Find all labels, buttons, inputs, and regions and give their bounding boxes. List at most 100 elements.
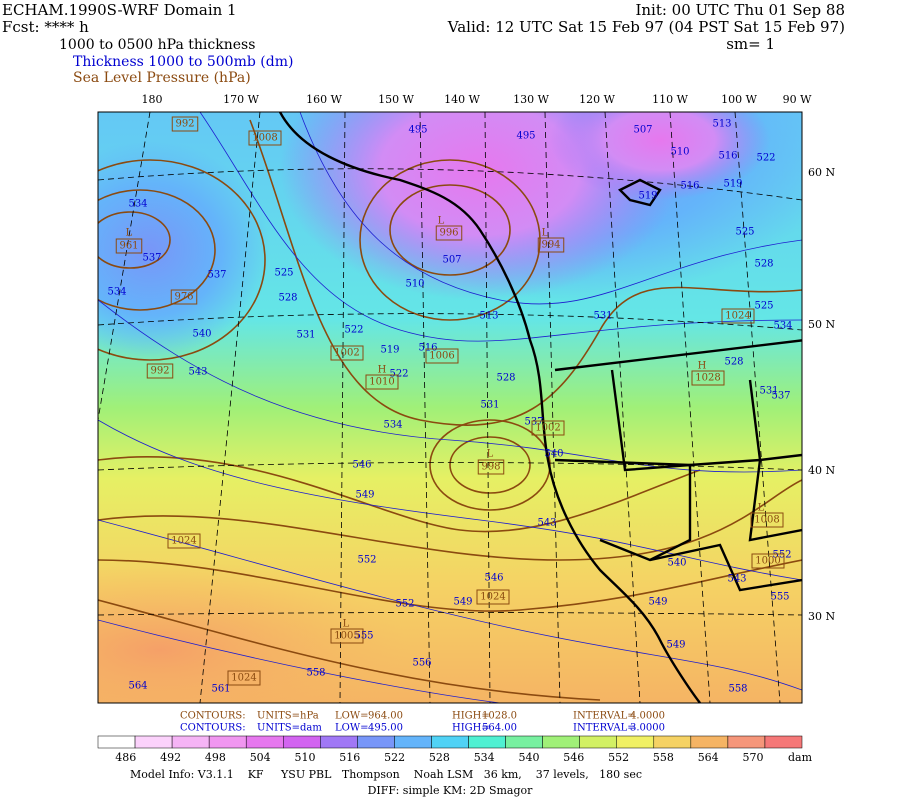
pressure-label: 998	[481, 462, 500, 473]
colorbar-swatch	[134, 735, 173, 749]
pressure-label-box	[425, 348, 459, 364]
pressure-label-box	[750, 512, 784, 528]
colorbar-label: 486	[115, 751, 136, 764]
latitude-label: 50 N	[808, 318, 835, 331]
thickness-label: 531	[593, 311, 612, 322]
thickness-label: 531	[480, 400, 499, 411]
colorbar-swatch	[616, 735, 655, 749]
thickness-label: 534	[773, 321, 792, 332]
thickness-label: 537	[771, 391, 790, 402]
thickness-label: 510	[405, 279, 424, 290]
pressure-label-box	[330, 345, 364, 361]
contour-info: CONTOURS:	[180, 723, 246, 734]
thickness-label: 549	[648, 597, 667, 608]
thickness-label: 540	[192, 329, 211, 340]
pressure-center: H	[378, 365, 387, 376]
contour-info: 1028.0	[482, 711, 517, 722]
thickness-legend: Thickness 1000 to 500mb (dm)	[73, 54, 293, 70]
thickness-label: 546	[352, 460, 371, 471]
thickness-label: 528	[754, 259, 773, 270]
colorbar-label: 570	[742, 751, 763, 764]
colorbar-swatch	[208, 735, 247, 749]
longitude-label: 120 W	[579, 93, 615, 106]
colorbar-swatch	[283, 735, 321, 749]
contour-info: 564.00	[482, 723, 517, 734]
colorbar-swatch	[542, 735, 580, 749]
latitude-label: 30 N	[808, 610, 835, 623]
latitude-label: 40 N	[808, 464, 835, 477]
forecast: Fcst: **** h	[2, 18, 89, 36]
thickness-label: 528	[724, 357, 743, 368]
pressure-label: 1006	[429, 351, 454, 362]
pressure-center: H	[698, 361, 707, 372]
longitude-label: 170 W	[223, 93, 259, 106]
thickness-label: 543	[727, 574, 746, 585]
pressure-label-box	[477, 459, 505, 475]
pressure-label: 1008	[754, 515, 779, 526]
pressure-label-box	[476, 589, 510, 605]
thickness-label: 513	[479, 311, 498, 322]
pressure-label: 1008	[252, 133, 277, 144]
contour-info: INTERVAL=	[573, 723, 636, 734]
thickness-label: 540	[544, 449, 563, 460]
contour-info: 3.0000	[630, 723, 665, 734]
pressure-center: L	[758, 503, 765, 514]
colorbar-swatch	[764, 735, 803, 749]
pressure-legend: Sea Level Pressure (hPa)	[73, 70, 251, 86]
pressure-label-box	[330, 628, 364, 644]
thickness-label: 552	[357, 555, 376, 566]
longitude-label: 160 W	[306, 93, 342, 106]
colorbar-swatch	[505, 735, 543, 749]
thickness-label: 564	[128, 681, 147, 692]
pressure-label-box	[537, 237, 565, 253]
pressure-label-box	[691, 370, 725, 386]
contour-info: UNITS=hPa	[257, 711, 319, 722]
thickness-label: 537	[207, 270, 226, 281]
thickness-label: 522	[389, 369, 408, 380]
pressure-label: 992	[175, 119, 194, 130]
thickness-label: 552	[772, 550, 791, 561]
longitude-label: 180	[142, 93, 163, 106]
latitude-label: 60 N	[808, 166, 835, 179]
thickness-label: 519	[638, 191, 657, 202]
longitude-label: 100 W	[721, 93, 757, 106]
colorbar-label: 552	[608, 751, 629, 764]
colorbar-unit: dam	[788, 751, 813, 764]
colorbar-label: 504	[250, 751, 271, 764]
pressure-label: 1005	[334, 631, 359, 642]
thickness-label: 531	[296, 330, 315, 341]
thickness-label: 522	[344, 325, 363, 336]
contour-info: UNITS=dam	[257, 723, 322, 734]
thickness-label: 525	[754, 301, 773, 312]
pressure-label-box	[115, 238, 143, 254]
pressure-label: 1002	[334, 348, 359, 359]
thickness-contours	[98, 112, 802, 703]
colorbar-swatch	[171, 735, 210, 749]
pressure-label: 1024	[231, 673, 256, 684]
colorbar-swatch	[653, 735, 692, 749]
thickness-label: 507	[442, 255, 461, 266]
thickness-label: 561	[211, 684, 230, 695]
contour-info: 4.0000	[630, 711, 665, 722]
pressure-label-box	[171, 116, 199, 132]
colorbar-label: 534	[474, 751, 495, 764]
colorbar-label: 522	[384, 751, 405, 764]
thickness-label: 549	[355, 490, 374, 501]
thickness-label: 495	[408, 125, 427, 136]
thickness-label: 528	[496, 373, 515, 384]
init-time: Init: 00 UTC Thu 01 Sep 88	[635, 1, 845, 19]
colorbar-label: 540	[518, 751, 539, 764]
thickness-label: 525	[735, 227, 754, 238]
thickness-label: 522	[756, 153, 775, 164]
colorbar-swatch	[431, 735, 469, 749]
thickness-label: 543	[537, 518, 556, 529]
pressure-center: L	[487, 449, 494, 460]
thickness-label: 558	[306, 668, 325, 679]
longitude-label: 130 W	[513, 93, 549, 106]
colorbar-swatch	[468, 735, 506, 749]
thickness-label: 552	[395, 599, 414, 610]
thickness-label: 556	[412, 658, 431, 669]
colorbar-label: 492	[160, 751, 181, 764]
map-frame	[97, 111, 803, 704]
